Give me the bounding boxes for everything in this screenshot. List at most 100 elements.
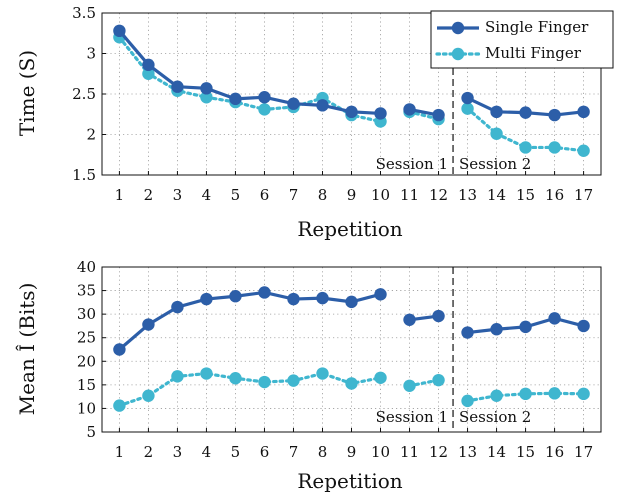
time-chart-single-finger-point: [258, 91, 271, 104]
information-chart-ytick-label: 15: [77, 376, 96, 394]
information-chart-xtick-label: 14: [487, 443, 506, 461]
time-chart-ytick-label: 3.5: [72, 4, 96, 22]
time-chart-single-finger-point: [287, 97, 300, 110]
time-chart-xtick-label: 7: [289, 186, 299, 204]
information-chart-xtick-label: 11: [400, 443, 419, 461]
time-chart-xtick-label: 4: [202, 186, 212, 204]
information-chart-multi-finger-point: [258, 375, 271, 389]
time-chart-xtick-label: 9: [347, 186, 357, 204]
legend: Single Finger Multi Finger: [430, 10, 614, 69]
time-chart-single-finger-point: [548, 108, 561, 122]
information-chart-multi-finger-point: [345, 377, 358, 390]
legend-multi-finger-marker: [451, 47, 465, 61]
time-chart-single-finger-point: [374, 107, 387, 120]
information-chart-multi-finger-point: [461, 394, 474, 408]
information-chart-xtick-label: 2: [144, 443, 154, 461]
time-chart-ylabel: Time (S): [15, 50, 39, 136]
time-chart-xtick-label: 13: [458, 186, 477, 204]
information-chart-ytick-label: 10: [77, 399, 96, 417]
information-chart-single-finger-line: [118, 290, 381, 351]
information-chart-multi-finger-point: [113, 399, 126, 412]
time-chart-single-finger-point: [113, 24, 126, 38]
information-chart-single-finger-point: [113, 343, 126, 356]
information-chart-xtick-label: 16: [545, 443, 564, 461]
information-chart-single-finger-point: [403, 313, 416, 326]
time-chart-xlabel: Repetition: [297, 217, 402, 241]
information-chart-multi-finger-point: [490, 389, 503, 402]
time-chart-multi-finger-point: [548, 141, 561, 154]
information-chart-multi-finger-line: [117, 371, 383, 408]
information-chart-xtick-label: 13: [458, 443, 477, 461]
information-chart-single-finger-point: [577, 319, 590, 333]
information-chart-ytick-label: 35: [77, 282, 96, 300]
time-chart-single-finger-point: [403, 103, 416, 116]
information-chart-xtick-label: 1: [115, 443, 125, 461]
time-chart-multi-finger-point: [258, 103, 271, 116]
time-chart-single-finger-point: [432, 108, 445, 122]
time-chart-session-2-label: Session 2: [459, 155, 531, 173]
information-chart-single-finger-point: [345, 295, 358, 309]
information-chart-single-finger-point: [548, 312, 561, 325]
time-chart-single-finger-line: [118, 29, 381, 116]
information-chart-ytick-label: 20: [77, 352, 96, 370]
information-chart-single-finger-point: [461, 326, 474, 339]
time-chart-xtick-label: 2: [144, 186, 154, 204]
information-chart-xtick-label: 6: [260, 443, 270, 461]
information-chart-single-finger-point: [432, 309, 445, 323]
time-chart-single-finger-point: [345, 105, 358, 119]
legend-label-multi-finger: Multi Finger: [485, 44, 582, 62]
time-chart-xtick-label: 5: [231, 186, 241, 204]
time-chart-xtick-label: 6: [260, 186, 270, 204]
time-chart-session-1-label: Session 1: [376, 155, 448, 173]
time-chart-xtick-label: 15: [516, 186, 535, 204]
information-chart-xlabel: Repetition: [297, 469, 402, 493]
time-chart-xtick-label: 10: [371, 186, 390, 204]
information-chart-single-finger-point: [229, 290, 242, 303]
time-chart-multi-finger-point: [577, 144, 590, 157]
information-chart-ytick-label: 30: [77, 305, 96, 323]
time-chart-single-finger-point: [200, 82, 213, 95]
information-chart-xtick-label: 17: [574, 443, 593, 461]
time-chart-multi-finger-point: [142, 67, 155, 80]
time-chart-ytick-label: 2.5: [72, 85, 96, 103]
time-chart-ytick-label: 1.5: [72, 166, 96, 184]
time-chart-xtick-label: 1: [115, 186, 125, 204]
time-chart-xtick-label: 8: [318, 186, 328, 204]
information-chart-single-finger-point: [142, 318, 155, 331]
time-chart-multi-finger-point: [461, 102, 474, 115]
time-chart-xtick-label: 3: [173, 186, 183, 204]
time-chart-multi-finger-point: [490, 127, 503, 140]
time-chart-multi-finger-point: [519, 141, 532, 154]
information-chart-session-2-label: Session 2: [459, 408, 531, 426]
information-chart-session-1-label: Session 1: [376, 408, 448, 426]
time-chart-xtick-label: 17: [574, 186, 593, 204]
information-chart-multi-finger-point: [403, 379, 416, 392]
time-chart-xtick-label: 14: [487, 186, 506, 204]
information-chart-single-finger-point: [287, 292, 300, 306]
information-chart-xtick-label: 5: [231, 443, 241, 461]
information-chart-xtick-label: 4: [202, 443, 212, 461]
time-chart-single-finger-point: [519, 106, 532, 119]
information-chart-multi-finger-point: [200, 367, 213, 380]
information-chart-single-finger-point: [171, 300, 184, 314]
legend-label-single-finger: Single Finger: [485, 18, 589, 36]
information-chart-xtick-label: 10: [371, 443, 390, 461]
information-chart-xtick-label: 9: [347, 443, 357, 461]
information-chart-xtick-label: 8: [318, 443, 328, 461]
information-chart-single-finger-point: [374, 288, 387, 301]
time-chart-single-finger-point: [316, 99, 329, 112]
information-chart-multi-finger-point: [432, 373, 445, 387]
time-chart-single-finger-point: [229, 92, 242, 106]
information-chart-ytick-label: 40: [77, 258, 96, 276]
information-chart-multi-finger-point: [229, 372, 242, 385]
time-chart-xtick-label: 16: [545, 186, 564, 204]
information-chart-multi-finger-point: [287, 374, 300, 387]
legend-single-finger-marker: [451, 21, 465, 35]
information-chart-multi-finger-point: [316, 367, 329, 380]
time-chart-ytick-label: 2: [86, 126, 96, 144]
time-chart-xtick-label: 12: [429, 186, 448, 204]
information-chart-multi-finger-point: [548, 387, 561, 400]
time-chart-ytick-label: 3: [86, 45, 96, 63]
